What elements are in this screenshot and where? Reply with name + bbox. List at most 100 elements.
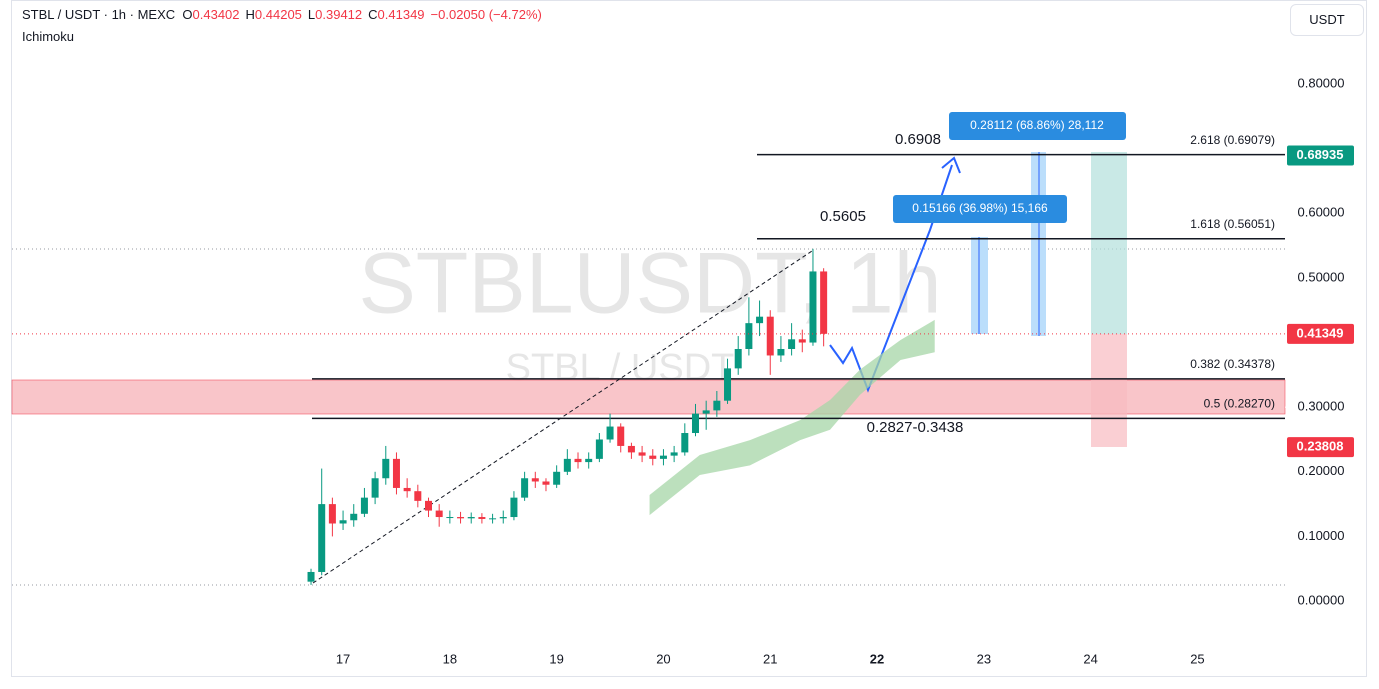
change: −0.02050 (−4.72%) bbox=[430, 7, 542, 22]
candle-body bbox=[788, 339, 796, 349]
frame bbox=[11, 0, 1367, 677]
candle-body bbox=[702, 410, 710, 414]
candle-body bbox=[585, 458, 593, 463]
x-tick-label: 20 bbox=[656, 651, 670, 666]
indicator[interactable]: Ichimoku bbox=[22, 29, 75, 44]
measure-box bbox=[949, 112, 1126, 140]
fib-label: 2.618 (0.69079) bbox=[1190, 133, 1275, 147]
x-tick-label: 23 bbox=[977, 651, 991, 666]
stop-zone bbox=[1091, 334, 1127, 447]
measure-box bbox=[893, 195, 1067, 223]
candle-body bbox=[425, 500, 433, 511]
fib-label: 1.618 (0.56051) bbox=[1190, 217, 1275, 231]
candle-body bbox=[798, 339, 806, 343]
candle-body bbox=[542, 481, 550, 485]
candle-body bbox=[606, 426, 614, 440]
price-tag bbox=[1287, 437, 1354, 458]
candle-body bbox=[457, 517, 465, 519]
candle-body bbox=[478, 517, 486, 519]
symbol: STBL / USDT · 1h · MEXC bbox=[22, 7, 176, 22]
candle-body bbox=[777, 348, 785, 356]
candle-body bbox=[691, 413, 699, 434]
candle-body bbox=[627, 445, 635, 453]
candle-body bbox=[467, 517, 475, 519]
ichimoku-cloud bbox=[649, 319, 935, 516]
ohlc-key: C bbox=[368, 7, 378, 22]
y-tick-label: 0.00000 bbox=[1298, 592, 1345, 607]
price-tag-label: 0.23808 bbox=[1297, 439, 1344, 454]
ohlc-value: 0.39412 bbox=[315, 7, 363, 22]
price-tag bbox=[1287, 145, 1354, 166]
candle-body bbox=[820, 271, 828, 334]
candle-body bbox=[489, 518, 497, 520]
x-tick-label: 19 bbox=[549, 651, 563, 666]
candle-body bbox=[435, 510, 443, 518]
ohlc-value: 0.44205 bbox=[254, 7, 302, 22]
target-zone bbox=[1091, 152, 1127, 334]
measure-label: 0.15166 (36.98%) 15,166 bbox=[912, 201, 1048, 215]
plot: 0.80000 0.60000 0.50000 0.30000 0.20000 0.100… bbox=[12, 75, 1354, 666]
zone bbox=[11, 379, 1286, 415]
candle-body bbox=[446, 517, 454, 519]
x-tick-label: 25 bbox=[1190, 651, 1204, 666]
y-tick-label: 0.20000 bbox=[1298, 463, 1345, 478]
candle-body bbox=[563, 458, 571, 472]
candle-body bbox=[521, 478, 529, 498]
candle-body bbox=[756, 316, 764, 324]
candle-body bbox=[360, 497, 368, 514]
annotation: 0.5605 bbox=[820, 208, 866, 225]
candle-body bbox=[638, 452, 646, 456]
fib-label: 0.382 (0.34378) bbox=[1190, 357, 1275, 371]
candle-body bbox=[713, 400, 721, 411]
candle-body bbox=[670, 452, 678, 456]
y-tick-label: 0.80000 bbox=[1298, 75, 1345, 90]
candle-body bbox=[531, 478, 539, 482]
candle-body bbox=[414, 491, 422, 501]
candle-body bbox=[382, 458, 390, 479]
ohlc-value: 0.41349 bbox=[377, 7, 425, 22]
ohlc-value: 0.43402 bbox=[192, 7, 240, 22]
x-tick-label: 21 bbox=[763, 651, 777, 666]
x-tick-label: 24 bbox=[1083, 651, 1097, 666]
x-tick-label: 18 bbox=[443, 651, 457, 666]
candle-body bbox=[403, 487, 411, 492]
candle-body bbox=[392, 458, 400, 488]
annotation: 0.6908 bbox=[895, 131, 941, 148]
ohlc-key: O bbox=[182, 7, 193, 22]
candle-body bbox=[595, 439, 603, 459]
price-tag-label: 0.41349 bbox=[1297, 325, 1344, 340]
price-tag bbox=[1287, 323, 1354, 344]
trend-line bbox=[312, 250, 813, 584]
candle-body bbox=[499, 517, 507, 519]
candle-body bbox=[371, 478, 379, 498]
measure-label: 0.28112 (68.86%) 28,112 bbox=[970, 118, 1104, 132]
annotation: 0.2827-0.3438 bbox=[867, 419, 964, 436]
candle-body bbox=[724, 368, 732, 401]
currency-button[interactable]: USDT bbox=[1290, 4, 1364, 36]
candle-body bbox=[617, 426, 625, 446]
header: STBL / USDT · 1h · MEXC O0.43402 H0.44205… bbox=[22, 7, 548, 22]
candle-body bbox=[681, 433, 689, 453]
candle-body bbox=[350, 513, 358, 521]
candle-body bbox=[318, 504, 326, 572]
candle-body bbox=[809, 271, 817, 343]
candle-body bbox=[649, 455, 657, 459]
ohlc-key: H bbox=[245, 7, 255, 22]
candle-body bbox=[574, 458, 582, 463]
x-tick-label: 17 bbox=[336, 651, 350, 666]
y-tick-label: 0.50000 bbox=[1298, 269, 1345, 284]
candle-body bbox=[734, 348, 742, 369]
candle-body bbox=[659, 455, 667, 459]
ohlc-key: L bbox=[307, 7, 316, 22]
candle-body bbox=[307, 571, 315, 582]
price-tag-label: 0.68935 bbox=[1297, 147, 1344, 162]
x-tick-label: 22 bbox=[870, 651, 884, 666]
candle-body bbox=[553, 471, 561, 485]
y-tick-label: 0.30000 bbox=[1298, 399, 1345, 414]
candle-body bbox=[745, 323, 753, 349]
y-tick-label: 0.60000 bbox=[1298, 205, 1345, 220]
candle-body bbox=[766, 316, 774, 356]
candle-body bbox=[328, 504, 336, 524]
